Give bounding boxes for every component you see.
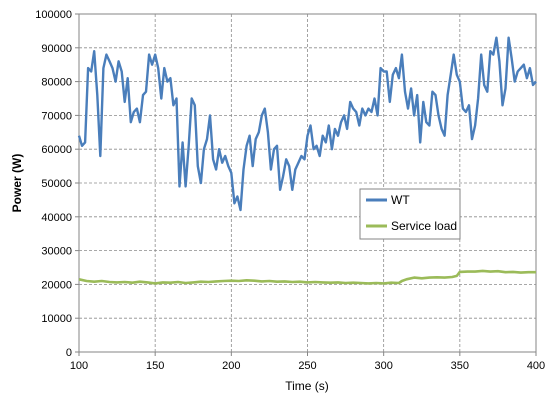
x-tick-label: 200 bbox=[222, 360, 240, 372]
y-tick-label: 40000 bbox=[41, 212, 72, 224]
legend-label-wt: WT bbox=[391, 193, 410, 207]
y-tick-label: 90000 bbox=[41, 43, 72, 55]
x-tick-label: 400 bbox=[527, 360, 545, 372]
y-tick-label: 20000 bbox=[41, 279, 72, 291]
x-tick-label: 250 bbox=[298, 360, 316, 372]
series-line-wt bbox=[77, 36, 537, 212]
y-tick-label: 50000 bbox=[41, 178, 72, 190]
legend-box bbox=[359, 188, 461, 240]
y-tick-label: 70000 bbox=[41, 110, 72, 122]
legend: WT Service load bbox=[359, 188, 461, 240]
y-tick-label: 0 bbox=[66, 347, 72, 359]
y-tick-label: 80000 bbox=[41, 77, 72, 89]
series-lines bbox=[77, 36, 537, 285]
x-tick-label: 300 bbox=[374, 360, 392, 372]
y-tick-label: 100000 bbox=[35, 9, 72, 21]
y-axis-ticks: 0 10000 20000 30000 40000 50000 60000 70000 8000… bbox=[35, 9, 79, 359]
series-line-service-load bbox=[78, 269, 536, 285]
y-tick-label: 10000 bbox=[41, 313, 72, 325]
y-tick-label: 30000 bbox=[41, 246, 72, 258]
x-axis-ticks: 100 150 200 250 300 350 400 bbox=[70, 352, 545, 372]
x-tick-label: 100 bbox=[70, 360, 88, 372]
x-axis-title: Time (s) bbox=[285, 379, 329, 393]
x-tick-label: 350 bbox=[451, 360, 469, 372]
y-tick-label: 60000 bbox=[41, 144, 72, 156]
legend-label-service-load: Service load bbox=[391, 219, 457, 233]
x-tick-label: 150 bbox=[146, 360, 164, 372]
y-axis-title: Power (W) bbox=[10, 154, 24, 213]
